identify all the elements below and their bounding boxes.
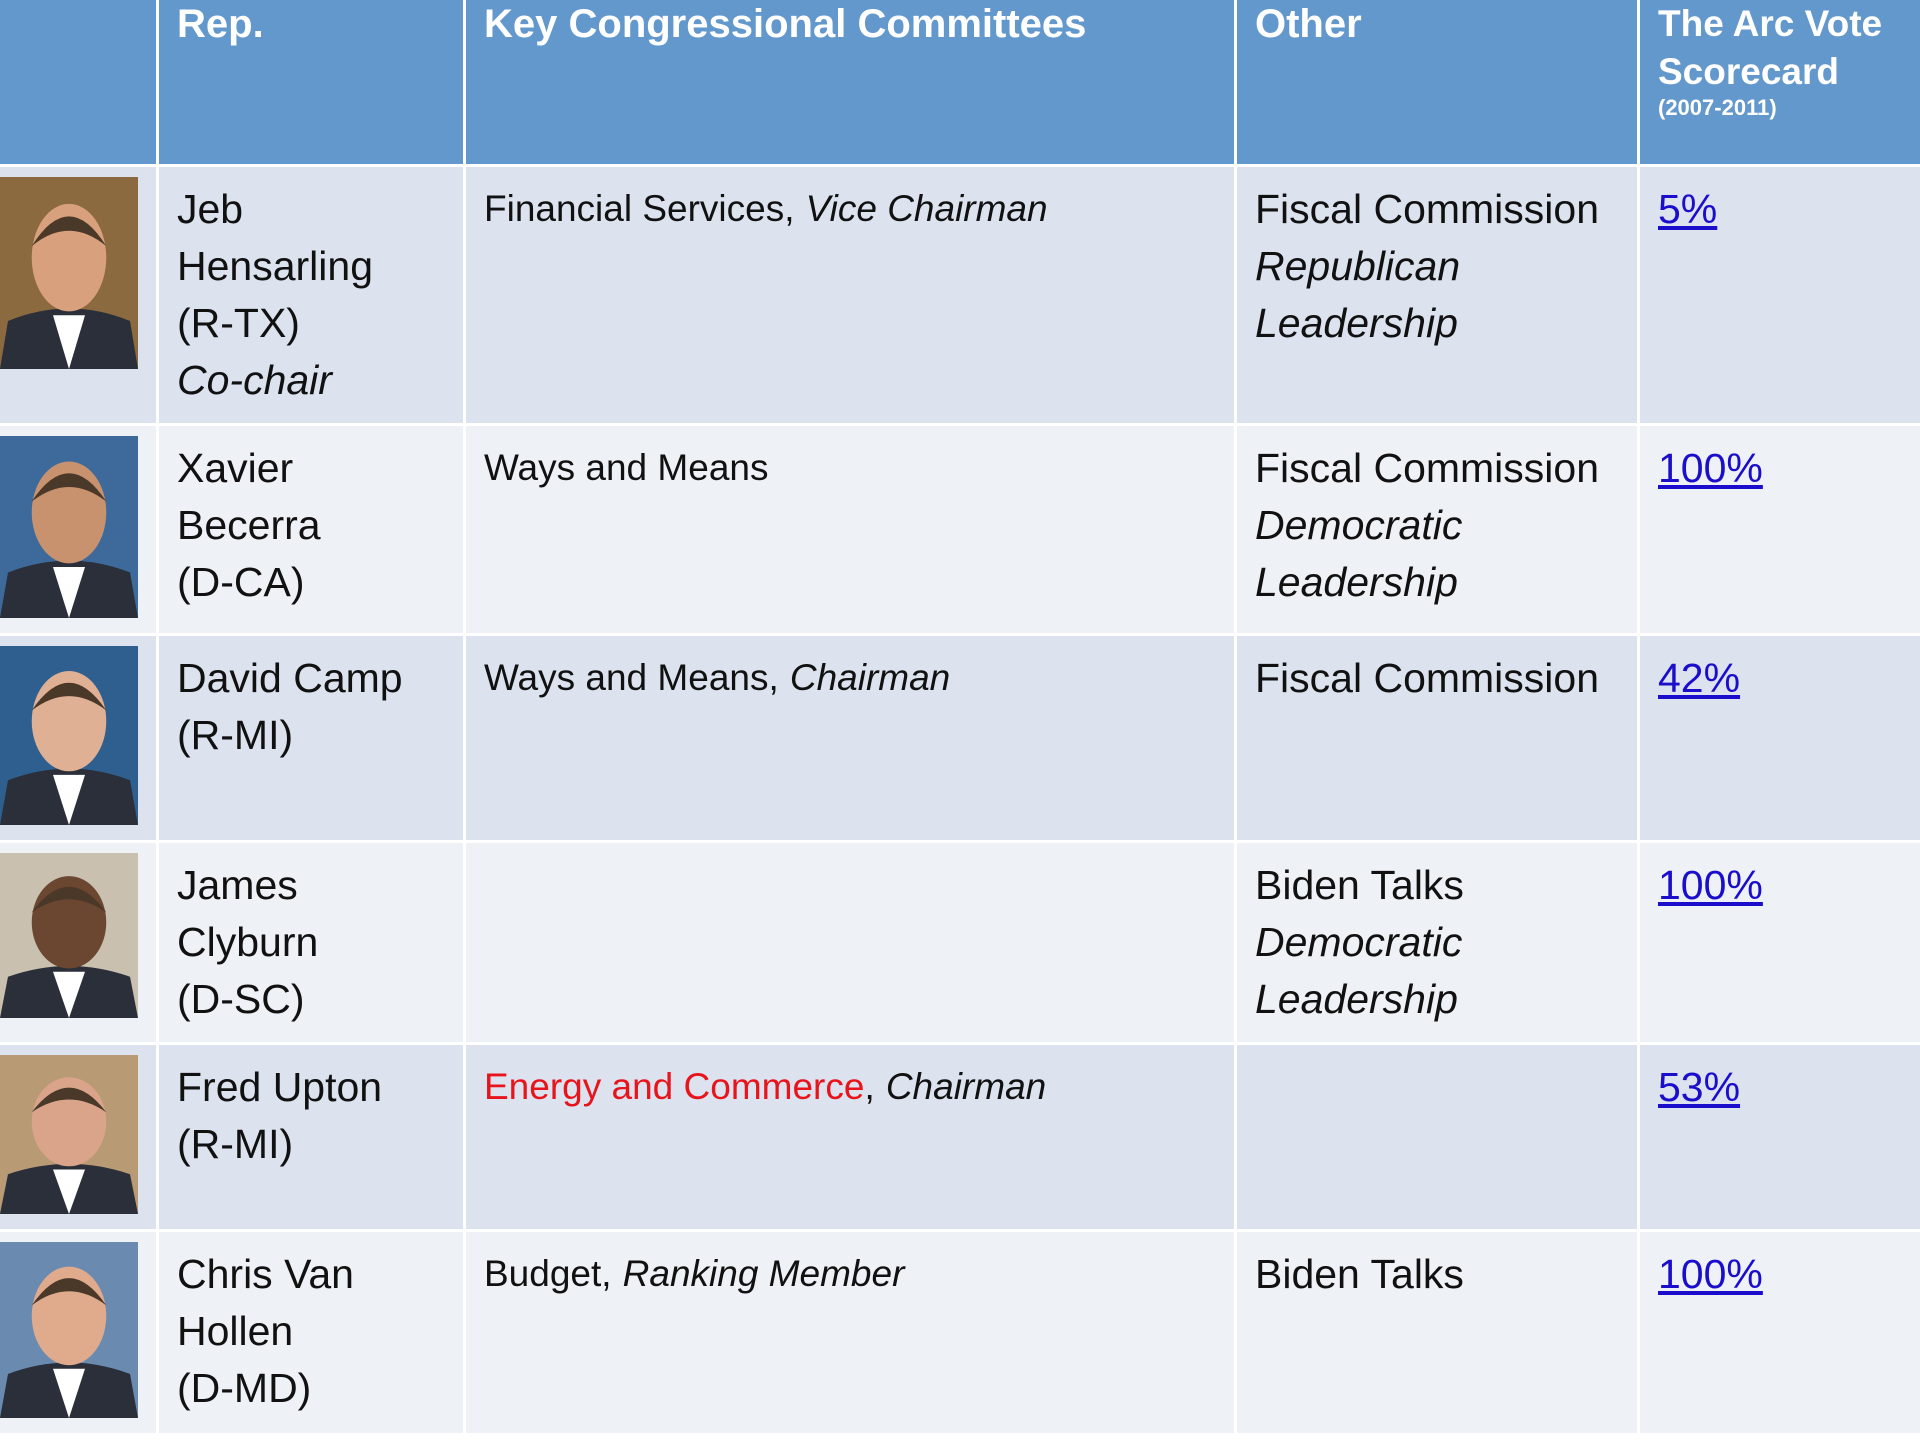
rep-name: Fred Upton xyxy=(177,1064,383,1110)
committee-role: Chairman xyxy=(789,657,951,698)
other-cell xyxy=(1237,1045,1637,1229)
photo xyxy=(0,853,138,1018)
committee-name: Ways and Means xyxy=(484,447,769,488)
rep-party: (R-TX) xyxy=(177,300,300,346)
photo xyxy=(0,1242,138,1418)
committee-name: Budget xyxy=(484,1253,602,1294)
committee-name: Energy and Commerce xyxy=(484,1066,865,1107)
committee-cell: Energy and Commerce, Chairman xyxy=(466,1045,1234,1229)
score-cell: 100% xyxy=(1640,843,1920,1042)
header-cell: Other xyxy=(1237,0,1637,164)
table-body: Jeb Hensarling (R-TX) Co-chair Financial Se… xyxy=(0,167,1920,1433)
rep-cell: Fred Upton (R-MI) xyxy=(159,1045,463,1229)
photo-cell xyxy=(0,167,156,423)
photo-cell xyxy=(0,1232,156,1433)
committee-cell: Budget, Ranking Member xyxy=(466,1232,1234,1433)
other-note: Republican Leadership xyxy=(1255,243,1461,346)
photo-cell xyxy=(0,636,156,840)
other-group: Biden Talks xyxy=(1255,1251,1464,1297)
other-note: Democratic Leadership xyxy=(1255,919,1463,1022)
row: David Camp (R-MI) Ways and Means, Chairman F… xyxy=(0,636,1920,840)
photo xyxy=(0,1055,138,1214)
rep-name: Xavier Becerra xyxy=(177,445,321,548)
score-link[interactable]: 100% xyxy=(1658,862,1763,908)
other-cell: Fiscal Commission Democratic Leadership xyxy=(1237,426,1637,633)
score-cell: 100% xyxy=(1640,426,1920,633)
rep-role: Co-chair xyxy=(177,357,332,403)
header-cell: The Arc Vote Scorecard (2007-2011) xyxy=(1640,0,1920,164)
score-link[interactable]: 42% xyxy=(1658,655,1741,701)
rep-party: (R-MI) xyxy=(177,712,294,758)
header-cell: Rep. xyxy=(159,0,463,164)
score-link[interactable]: 100% xyxy=(1658,445,1763,491)
rep-cell: David Camp (R-MI) xyxy=(159,636,463,840)
header-row: Rep. Key Congressional Committees Other … xyxy=(0,0,1920,164)
photo xyxy=(0,177,138,369)
row: Chris Van Hollen (D-MD) Budget, Ranking Mem… xyxy=(0,1232,1920,1433)
score-cell: 5% xyxy=(1640,167,1920,423)
score-cell: 53% xyxy=(1640,1045,1920,1229)
row: Xavier Becerra (D-CA) Ways and Means Fiscal… xyxy=(0,426,1920,633)
rep-cell: Jeb Hensarling (R-TX) Co-chair xyxy=(159,167,463,423)
separator: , xyxy=(784,188,795,229)
score-link[interactable]: 5% xyxy=(1658,186,1718,232)
rep-party: (D-MD) xyxy=(177,1365,312,1411)
rep-name: Jeb Hensarling xyxy=(177,186,373,289)
committee-name: Ways and Means xyxy=(484,657,769,698)
photo xyxy=(0,436,138,618)
separator: , xyxy=(768,657,779,698)
header-cell xyxy=(0,0,156,164)
other-group: Biden Talks xyxy=(1255,862,1464,908)
other-group: Fiscal Commission xyxy=(1255,445,1599,491)
rep-cell: James Clyburn (D-SC) xyxy=(159,843,463,1042)
committee-role: Chairman xyxy=(885,1066,1047,1107)
rep-cell: Chris Van Hollen (D-MD) xyxy=(159,1232,463,1433)
other-group: Fiscal Commission xyxy=(1255,655,1599,701)
photo xyxy=(0,646,138,825)
photo-cell xyxy=(0,843,156,1042)
separator: , xyxy=(601,1253,612,1294)
other-cell: Fiscal Commission xyxy=(1237,636,1637,840)
rep-name: Chris Van Hollen xyxy=(177,1251,354,1354)
rep-party: (D-CA) xyxy=(177,559,305,605)
header-cell: Key Congressional Committees xyxy=(466,0,1234,164)
photo-cell xyxy=(0,1045,156,1229)
other-group: Fiscal Commission xyxy=(1255,186,1599,232)
committee-cell: Financial Services, Vice Chairman xyxy=(466,167,1234,423)
score-cell: 100% xyxy=(1640,1232,1920,1433)
other-cell: Biden Talks Democratic Leadership xyxy=(1237,843,1637,1042)
committee-cell: Ways and Means xyxy=(466,426,1234,633)
rep-party: (R-MI) xyxy=(177,1121,294,1167)
rep-party: (D-SC) xyxy=(177,976,305,1022)
rep-name: David Camp xyxy=(177,655,403,701)
committee-cell: Ways and Means, Chairman xyxy=(466,636,1234,840)
header-subtext: (2007-2011) xyxy=(1658,95,1777,120)
row: James Clyburn (D-SC) Biden Talks Democratic… xyxy=(0,843,1920,1042)
committee-cell xyxy=(466,843,1234,1042)
photo-cell xyxy=(0,426,156,633)
other-cell: Fiscal Commission Republican Leadership xyxy=(1237,167,1637,423)
other-note: Democratic Leadership xyxy=(1255,502,1463,605)
separator: , xyxy=(864,1066,875,1107)
committee-role: Vice Chairman xyxy=(805,188,1048,229)
score-cell: 42% xyxy=(1640,636,1920,840)
rep-name: James Clyburn xyxy=(177,862,319,965)
committee-role: Ranking Member xyxy=(622,1253,905,1294)
row: Fred Upton (R-MI) Energy and Commerce, Chai… xyxy=(0,1045,1920,1229)
rep-cell: Xavier Becerra (D-CA) xyxy=(159,426,463,633)
header-text: The Arc Vote Scorecard xyxy=(1658,3,1883,92)
score-link[interactable]: 100% xyxy=(1658,1251,1763,1297)
other-cell: Biden Talks xyxy=(1237,1232,1637,1433)
committee-name: Financial Services xyxy=(484,188,785,229)
score-link[interactable]: 53% xyxy=(1658,1064,1741,1110)
row: Jeb Hensarling (R-TX) Co-chair Financial Se… xyxy=(0,167,1920,423)
